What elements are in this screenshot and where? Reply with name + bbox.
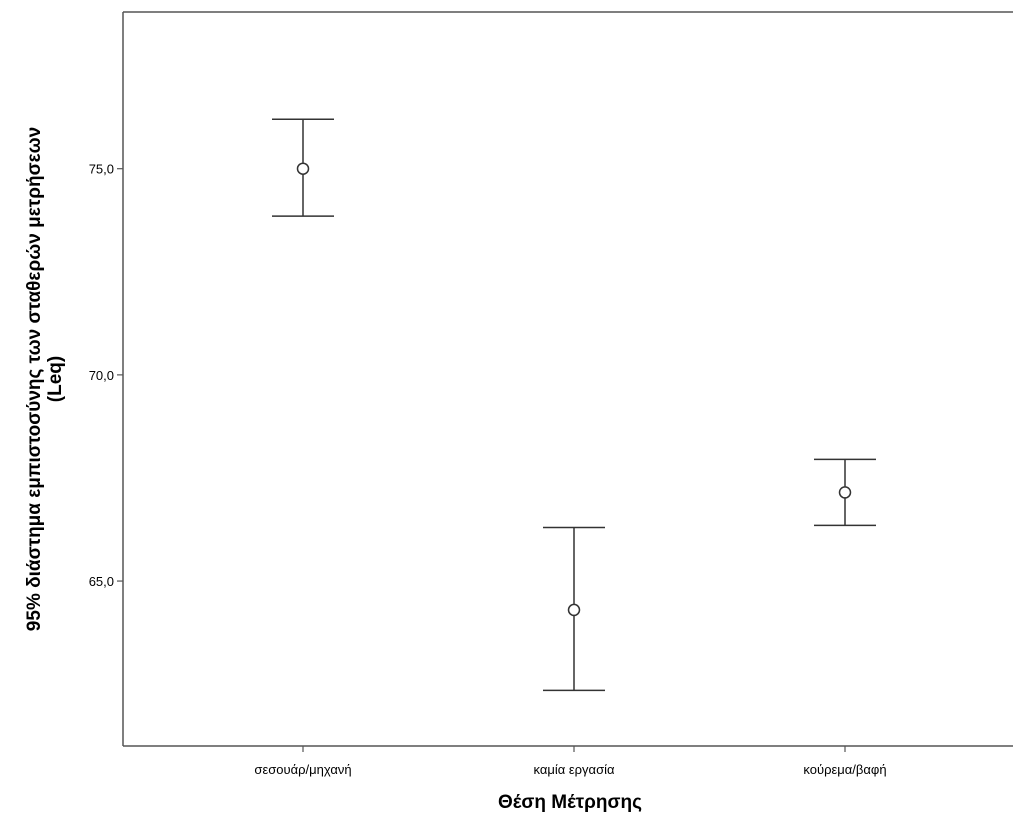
x-ticks: σεσουάρ/μηχανή καμία εργασία κούρεμα/βαφή [254,746,887,777]
y-tick-label: 75,0 [89,162,114,177]
y-axis-title: 95% διάστημα εμπιστοσύνης των σταθερών μ… [24,127,66,631]
y-ticks: 65,0 70,0 75,0 [89,162,123,589]
error-bars [272,118,876,692]
y-axis-title-line-2: (Leq) [45,356,66,402]
x-tick-label: κούρεμα/βαφή [803,762,886,777]
y-tick-label: 65,0 [89,574,114,589]
mean-points [296,162,852,617]
mean-point [296,162,310,175]
mean-point [567,603,581,617]
plot-frame [122,11,1013,747]
y-tick-label: 70,0 [89,368,114,383]
x-tick-label: καμία εργασία [534,762,615,777]
x-tick-label: σεσουάρ/μηχανή [254,762,351,777]
mean-point [838,486,852,499]
y-axis-title-line-1: 95% διάστημα εμπιστοσύνης των σταθερών μ… [24,127,45,631]
x-axis-title: Θέση Μέτρησης [498,792,642,813]
